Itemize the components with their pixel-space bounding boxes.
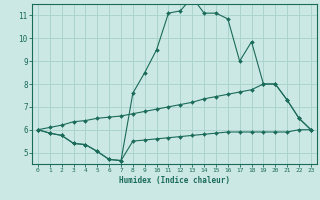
X-axis label: Humidex (Indice chaleur): Humidex (Indice chaleur) bbox=[119, 176, 230, 185]
